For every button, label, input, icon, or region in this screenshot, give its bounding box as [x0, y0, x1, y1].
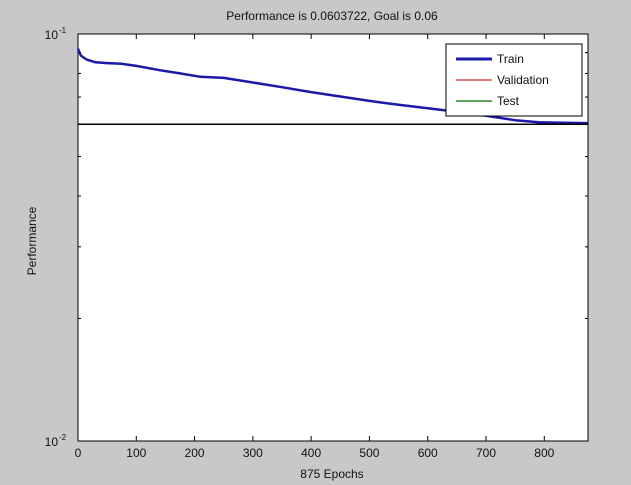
- legend-label-train: Train: [497, 52, 524, 66]
- y-axis-label: Performance: [25, 206, 39, 275]
- x-axis-label: 875 Epochs: [300, 467, 363, 481]
- x-tick-label: 100: [126, 446, 146, 460]
- x-tick-label: 600: [418, 446, 438, 460]
- x-axis-ticks: 0 100 200 300 400 500 600 700 800: [75, 34, 555, 460]
- x-tick-label: 800: [534, 446, 554, 460]
- chart-title: Performance is 0.0603722, Goal is 0.06: [226, 9, 438, 23]
- x-tick-label: 400: [301, 446, 321, 460]
- legend-label-validation: Validation: [497, 73, 549, 87]
- legend: Train Validation Test: [445, 43, 583, 117]
- y-tick-label-exponent: -1: [59, 26, 67, 35]
- x-tick-label: 300: [243, 446, 263, 460]
- legend-label-test: Test: [497, 94, 520, 108]
- x-tick-label: 200: [185, 446, 205, 460]
- y-tick-label-base: 10: [45, 28, 59, 42]
- y-tick-label-exponent: -2: [59, 433, 67, 442]
- x-tick-label: 500: [359, 446, 379, 460]
- y-tick-label-base: 10: [45, 435, 59, 449]
- x-tick-label: 700: [476, 446, 496, 460]
- x-tick-label: 0: [75, 446, 82, 460]
- y-axis-ticks: 10-110-2: [45, 26, 588, 449]
